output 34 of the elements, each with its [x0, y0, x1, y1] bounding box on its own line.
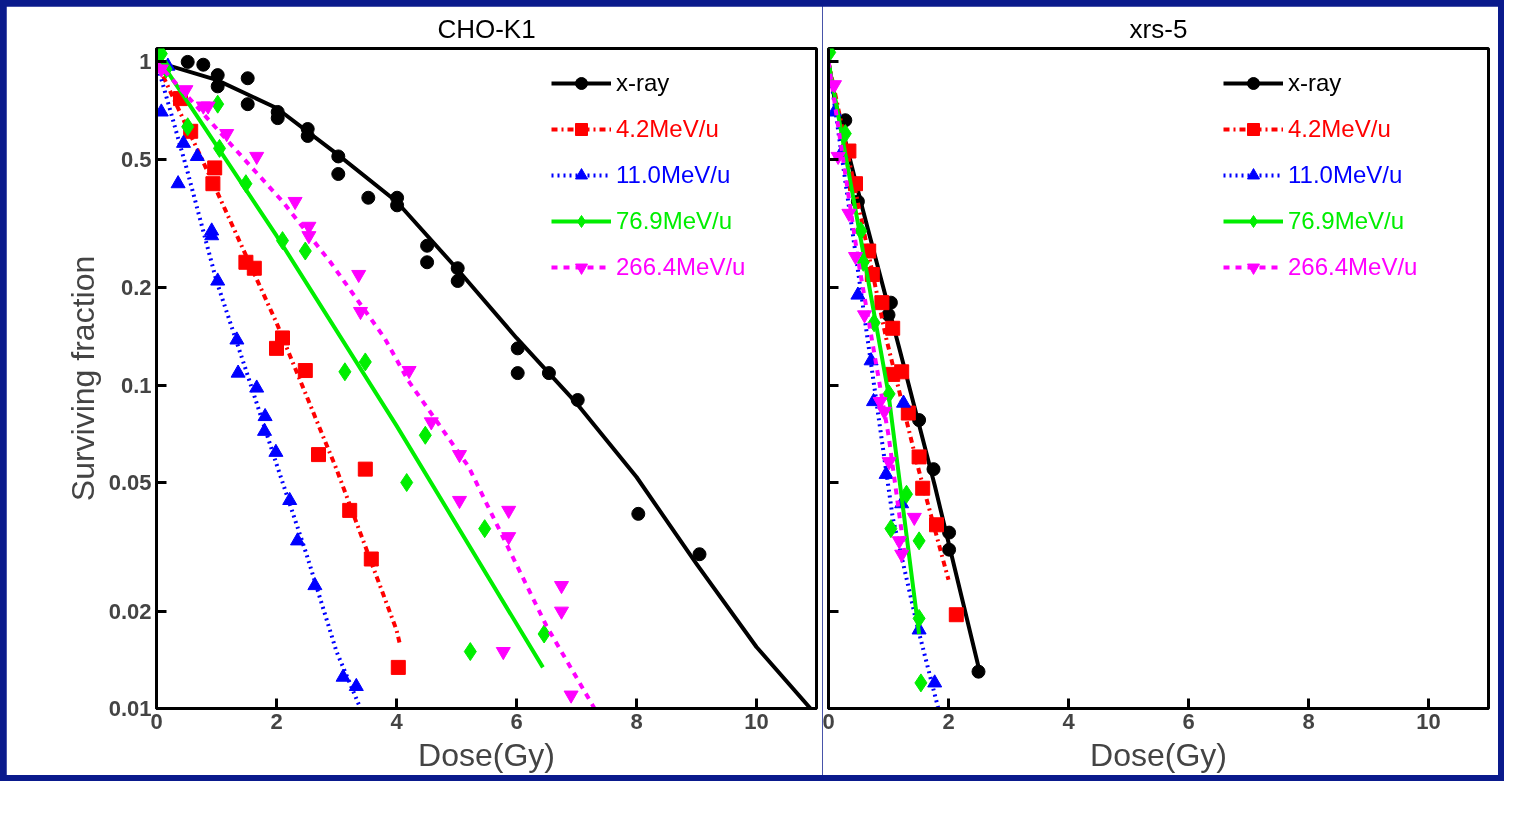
y-tick-label: 1 [139, 49, 152, 75]
legend-label: 266.4MeV/u [616, 253, 746, 281]
legend-label: x-ray [616, 69, 670, 97]
x-tick-label: 10 [1416, 708, 1441, 734]
x-tick-label: 8 [630, 708, 643, 734]
x-tick-label: 8 [1302, 708, 1315, 734]
y-tick-label: 0.1 [120, 372, 152, 398]
x-axis-title: Dose(Gy) [1090, 736, 1227, 773]
y-tick-label: 0.02 [108, 598, 152, 624]
legend-label: 76.9MeV/u [1288, 207, 1405, 235]
y-tick-label: 0.2 [120, 275, 152, 301]
legend-label: x-ray [1288, 69, 1342, 97]
x-tick-label: 6 [510, 708, 523, 734]
chart-title: xrs-5 [1129, 13, 1188, 44]
legend-label: 4.2MeV/u [1288, 115, 1391, 143]
x-tick-label: 0 [150, 708, 163, 734]
x-tick-label: 4 [1062, 708, 1076, 734]
legend-label: 11.0MeV/u [1288, 161, 1403, 189]
legend-label: 4.2MeV/u [616, 115, 719, 143]
y-axis-title: Surviving fraction [64, 255, 101, 502]
x-tick-label: 0 [822, 708, 835, 734]
legend-label: 266.4MeV/u [1288, 253, 1418, 281]
legend-label: 11.0MeV/u [616, 161, 731, 189]
x-tick-label: 10 [744, 708, 769, 734]
x-tick-label: 2 [942, 708, 955, 734]
legend-label: 76.9MeV/u [616, 207, 733, 235]
x-tick-label: 6 [1182, 708, 1195, 734]
y-tick-label: 0.5 [120, 146, 152, 172]
x-tick-label: 2 [270, 708, 283, 734]
x-axis-title: Dose(Gy) [418, 736, 555, 773]
chart-title: CHO-K1 [437, 13, 536, 44]
y-tick-label: 0.05 [108, 470, 152, 496]
y-tick-label: 0.01 [108, 696, 152, 721]
x-tick-label: 4 [390, 708, 404, 734]
